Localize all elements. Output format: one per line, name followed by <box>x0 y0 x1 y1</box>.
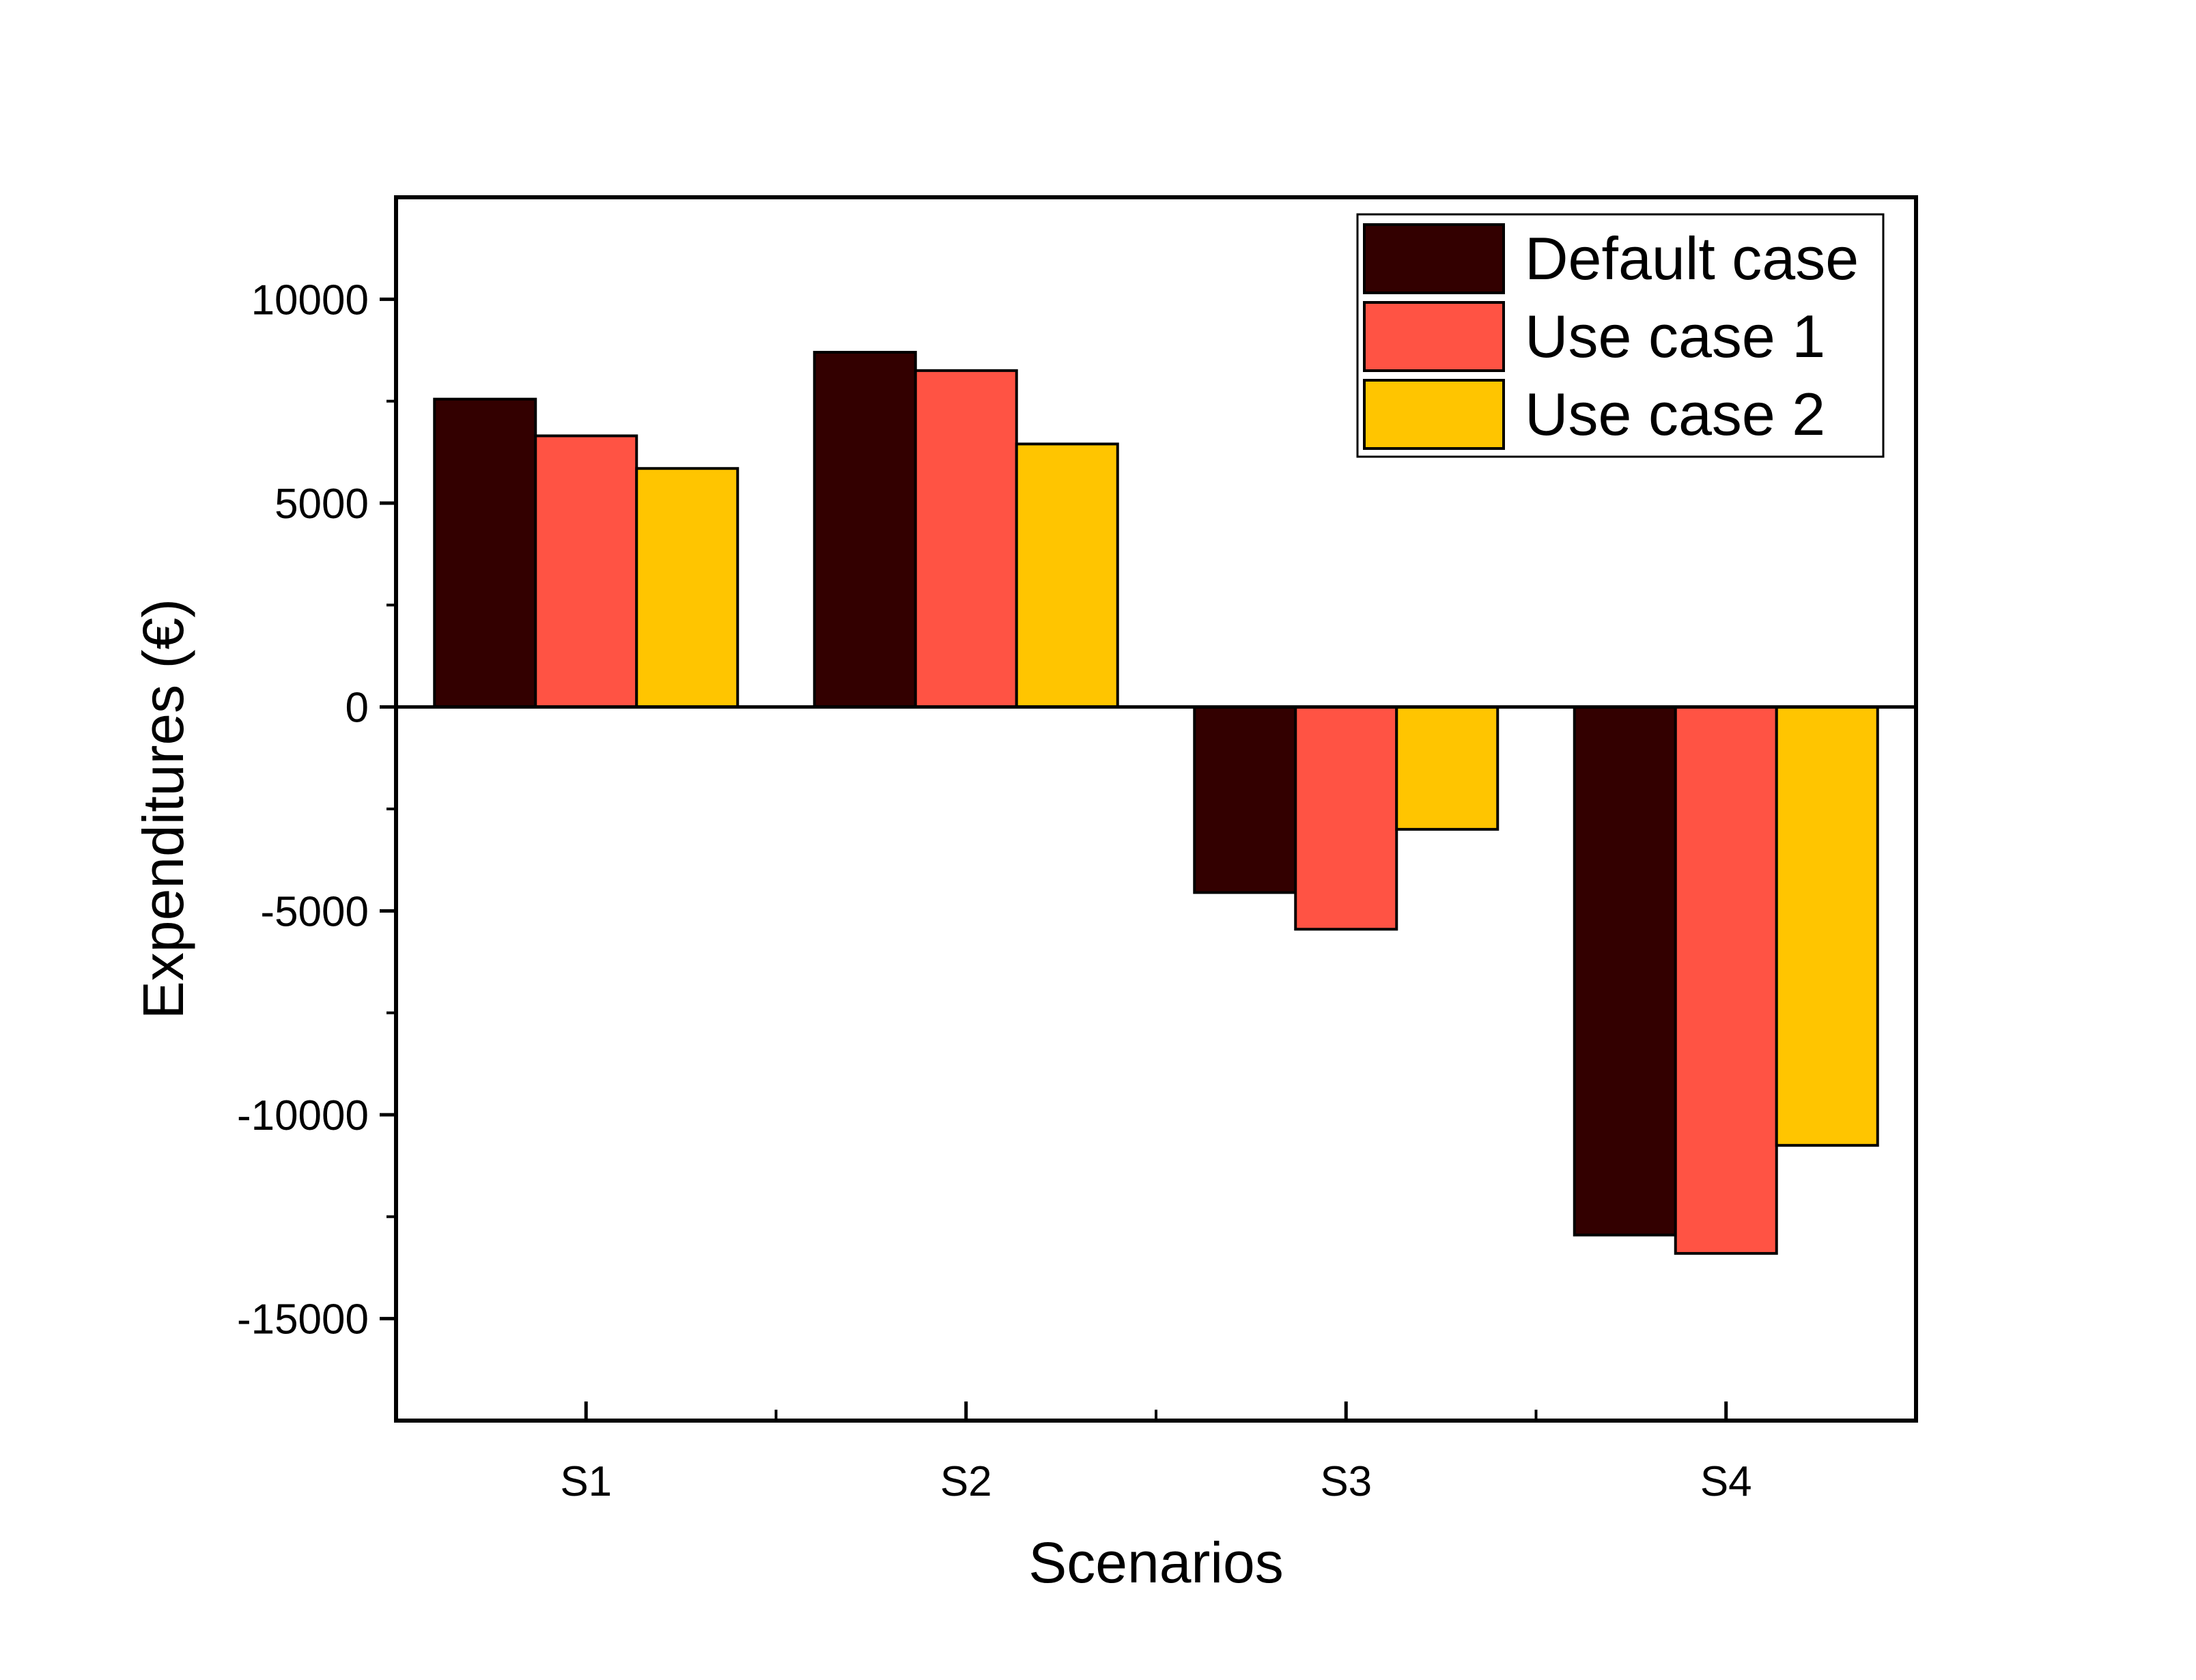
x-tick-label-s4: S4 <box>1700 1458 1752 1505</box>
legend-label-3: Use case 2 <box>1525 380 1825 448</box>
x-tick-label-s3: S3 <box>1320 1458 1372 1505</box>
y-tick-label: 5000 <box>274 481 369 528</box>
legend-swatch-2 <box>1363 301 1505 372</box>
bar-s3-series-2 <box>1294 705 1398 931</box>
ticks-layer <box>380 297 1728 1421</box>
legend-swatch-1 <box>1363 223 1505 294</box>
legend-label-2: Use case 1 <box>1525 302 1825 370</box>
bar-s4-series-3 <box>1775 705 1879 1147</box>
legend-swatch-3 <box>1363 379 1505 450</box>
bar-s1-series-2 <box>534 434 638 709</box>
bar-s4-series-2 <box>1674 705 1778 1255</box>
legend-label-1: Default case <box>1525 225 1859 292</box>
legend: Default case Use case 1 Use case 2 <box>1356 213 1885 458</box>
x-tick-label-s2: S2 <box>940 1458 992 1505</box>
y-axis-title: Expenditures (€) <box>131 599 195 1019</box>
bar-s4-series-1 <box>1573 705 1677 1237</box>
y-tick-label: -10000 <box>237 1092 369 1139</box>
x-axis-title: Scenarios <box>1028 1530 1284 1595</box>
bar-s2-series-2 <box>914 369 1018 709</box>
bar-s3-series-3 <box>1395 705 1500 831</box>
y-tick-label: -5000 <box>260 888 369 935</box>
bars-layer <box>433 350 1879 1255</box>
x-tick-label-s1: S1 <box>560 1458 612 1505</box>
bar-s3-series-1 <box>1193 705 1297 894</box>
bar-s1-series-3 <box>635 467 740 709</box>
bar-s2-series-1 <box>813 350 917 709</box>
bar-s2-series-3 <box>1015 442 1119 709</box>
y-tick-label: -15000 <box>237 1296 369 1343</box>
tick-labels-layer: 10000 5000 0 -5000 -10000 -15000 S1 S2 S3 S4 <box>237 276 1752 1505</box>
bar-s1-series-1 <box>433 397 537 709</box>
y-tick-label: 0 <box>346 685 369 732</box>
y-tick-label: 10000 <box>251 276 369 324</box>
